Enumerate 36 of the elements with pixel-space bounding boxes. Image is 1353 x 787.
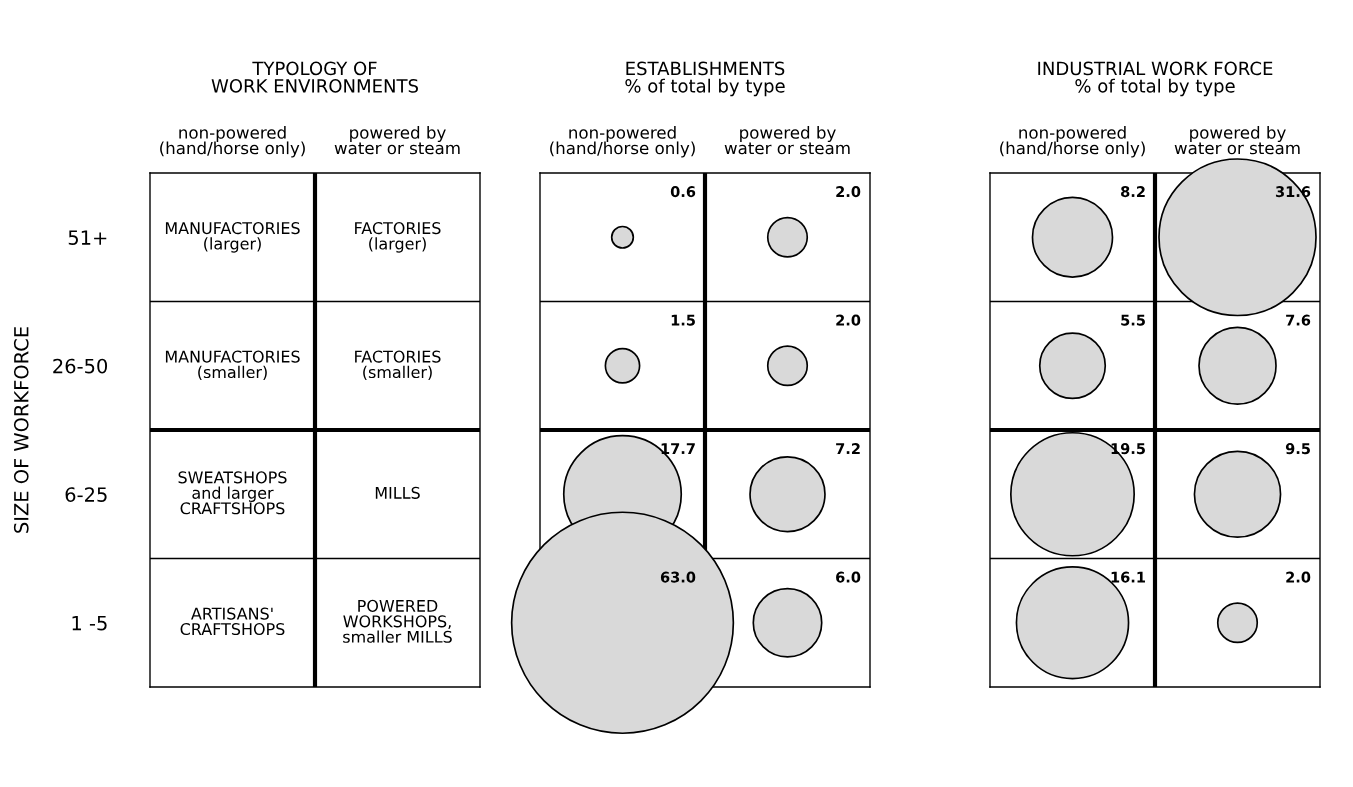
- category-label: 26-50: [53, 358, 108, 374]
- text: SIZE OF WORKFORCE: [13, 327, 29, 533]
- data-label: 7.6: [1286, 314, 1311, 326]
- text: MILLS: [375, 486, 420, 499]
- data-label: 2.0: [836, 186, 861, 198]
- text: FACTORIES (smaller): [355, 350, 441, 380]
- text: SWEATSHOPS and larger CRAFTSHOPS: [178, 471, 287, 515]
- data-label: 0.6: [670, 186, 696, 198]
- text: TYPOLOGY OF WORK ENVIRONMENTS: [211, 61, 418, 93]
- x-tick-label: non-powered (hand/horse only): [550, 125, 695, 158]
- data-label: 2.0: [836, 314, 861, 326]
- category-label: 51+: [68, 230, 107, 245]
- data-label: 7.2: [836, 443, 860, 454]
- x-tick-label: powered by water or steam: [724, 125, 850, 155]
- text: ARTISANS' CRAFTSHOPS: [180, 607, 285, 636]
- text: POWERED WORKSHOPS, smaller MILLS: [343, 599, 452, 643]
- data-label: 6.0: [836, 571, 861, 583]
- data-label: 9.5: [1285, 443, 1310, 455]
- data-label: 16.1: [1111, 571, 1145, 583]
- data-label: 63.0: [660, 571, 696, 583]
- category-label: 1 -5: [72, 615, 107, 631]
- x-tick-label: non-powered (hand/horse only): [1000, 125, 1145, 158]
- data-label: 5.5: [1121, 314, 1145, 326]
- text: MANUFACTORIES (smaller): [165, 350, 300, 380]
- category-label: 6-25: [65, 487, 107, 502]
- data-label: 1.5: [671, 314, 695, 326]
- data-label: 2.0: [1286, 571, 1311, 583]
- x-tick-label: powered by water or steam: [1174, 125, 1300, 155]
- chart-subtitle: % of total by type: [625, 78, 785, 97]
- chart-subtitle: % of total by type: [1075, 78, 1235, 97]
- chart-title: INDUSTRIAL WORK FORCE: [1038, 61, 1273, 76]
- data-label: 17.7: [661, 443, 695, 454]
- text: MANUFACTORIES (larger): [165, 222, 300, 253]
- data-label: 8.2: [1121, 186, 1145, 198]
- chart-title: ESTABLISHMENTS: [626, 61, 785, 76]
- text: FACTORIES (larger): [355, 222, 441, 253]
